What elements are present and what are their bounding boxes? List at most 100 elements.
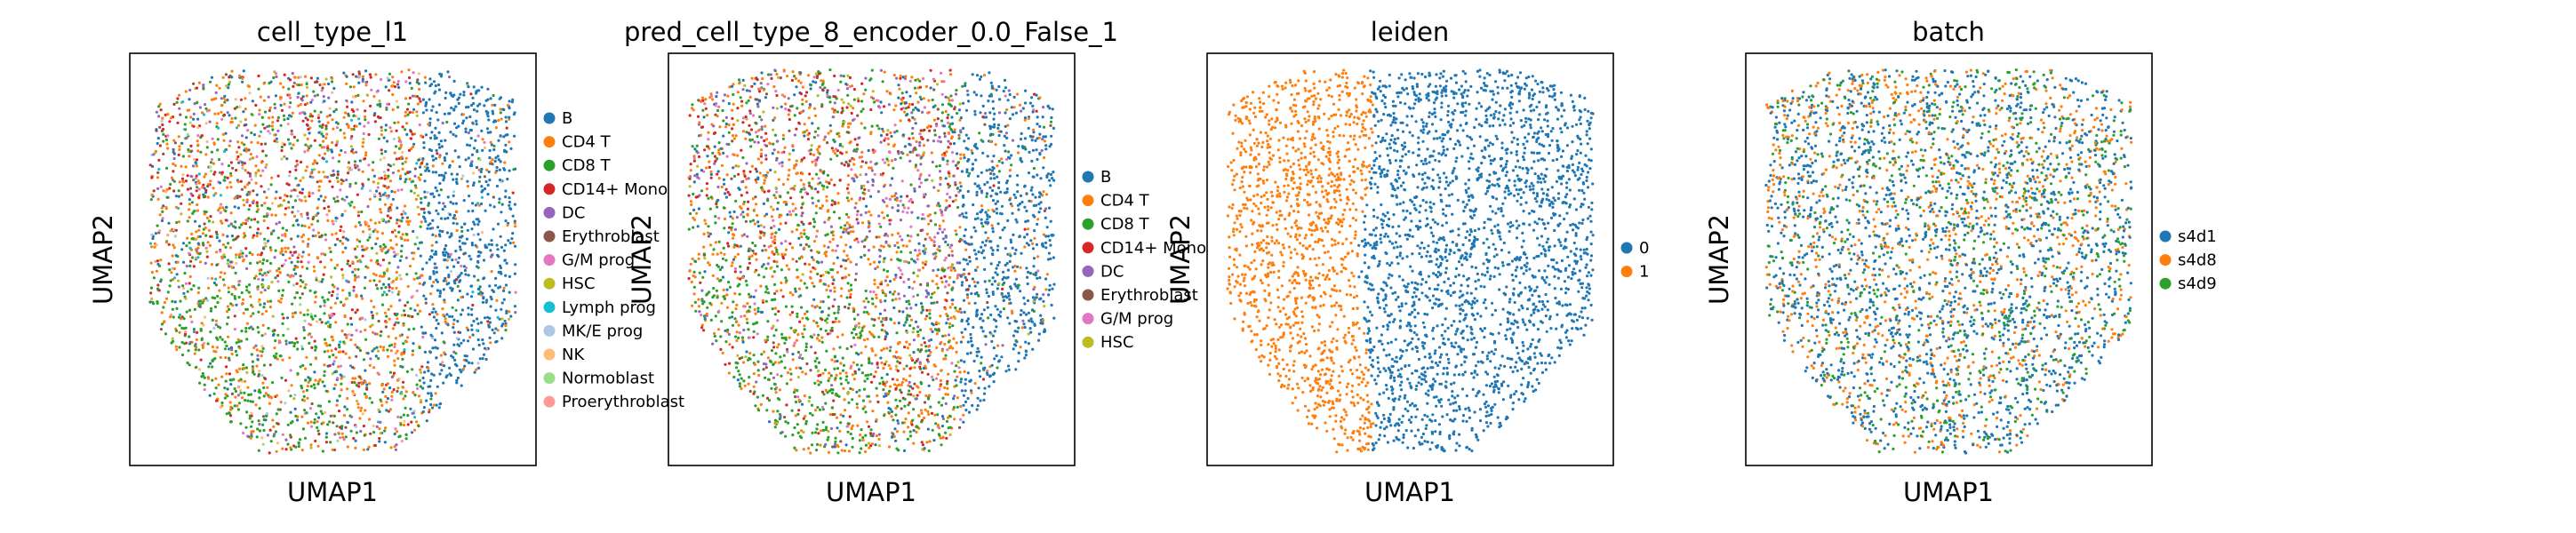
scatter-point bbox=[291, 420, 294, 424]
scatter-point bbox=[230, 352, 234, 356]
scatter-point bbox=[477, 292, 481, 296]
scatter-point bbox=[481, 291, 484, 295]
scatter-point bbox=[811, 196, 814, 200]
scatter-point bbox=[150, 176, 154, 179]
scatter-point bbox=[830, 391, 835, 394]
scatter-point bbox=[791, 434, 795, 437]
scatter-point bbox=[498, 317, 501, 321]
scatter-point bbox=[212, 162, 215, 165]
scatter-point bbox=[320, 146, 324, 149]
scatter-point bbox=[460, 313, 463, 316]
scatter-point bbox=[794, 287, 797, 290]
scatter-point bbox=[240, 134, 244, 138]
scatter-point bbox=[204, 153, 208, 156]
scatter-point bbox=[437, 131, 441, 134]
scatter-point bbox=[468, 144, 472, 147]
scatter-point bbox=[461, 367, 466, 370]
scatter-point bbox=[332, 86, 336, 91]
scatter-point bbox=[242, 221, 245, 225]
scatter-point bbox=[1025, 209, 1028, 213]
scatter-point bbox=[1011, 246, 1014, 250]
scatter-point bbox=[817, 177, 820, 180]
scatter-point bbox=[378, 177, 381, 180]
scatter-point bbox=[491, 103, 494, 107]
scatter-point bbox=[191, 164, 196, 168]
scatter-point bbox=[784, 305, 788, 308]
scatter-point bbox=[449, 201, 452, 204]
scatter-point bbox=[152, 189, 156, 193]
scatter-point bbox=[229, 171, 233, 175]
scatter-point bbox=[225, 84, 228, 88]
scatter-point bbox=[380, 218, 384, 221]
scatter-point bbox=[946, 379, 949, 383]
scatter-point bbox=[436, 152, 439, 155]
scatter-point bbox=[324, 389, 328, 393]
scatter-point bbox=[256, 253, 260, 257]
scatter-point bbox=[261, 346, 265, 350]
scatter-point bbox=[769, 73, 772, 76]
scatter-point bbox=[914, 106, 917, 109]
scatter-point bbox=[157, 105, 161, 108]
scatter-point bbox=[687, 227, 691, 231]
scatter-point bbox=[780, 105, 783, 108]
scatter-point bbox=[316, 404, 320, 408]
scatter-point bbox=[400, 70, 404, 74]
scatter-point bbox=[219, 275, 222, 279]
scatter-point bbox=[908, 430, 912, 434]
scatter-point bbox=[920, 441, 924, 444]
scatter-point bbox=[406, 414, 410, 418]
scatter-point bbox=[293, 341, 297, 346]
scatter-point bbox=[413, 174, 417, 178]
scatter-point bbox=[486, 131, 490, 134]
scatter-point bbox=[433, 338, 437, 342]
scatter-point bbox=[261, 283, 265, 287]
scatter-point bbox=[222, 179, 226, 182]
scatter-point bbox=[180, 164, 183, 168]
scatter-point bbox=[441, 162, 444, 165]
scatter-point bbox=[312, 90, 316, 93]
scatter-point bbox=[418, 346, 421, 350]
scatter-point bbox=[331, 76, 334, 80]
scatter-point bbox=[772, 128, 775, 131]
scatter-point bbox=[953, 370, 956, 373]
scatter-point bbox=[508, 310, 511, 314]
scatter-point bbox=[481, 300, 485, 304]
scatter-point bbox=[301, 95, 305, 99]
scatter-point bbox=[341, 350, 345, 354]
scatter-point bbox=[460, 308, 465, 312]
scatter-point bbox=[772, 282, 777, 286]
scatter-point bbox=[396, 83, 400, 86]
scatter-point bbox=[152, 153, 156, 156]
scatter-point bbox=[472, 183, 476, 187]
scatter-point bbox=[256, 326, 260, 330]
scatter-point bbox=[819, 327, 823, 331]
scatter-point bbox=[251, 99, 254, 103]
scatter-point bbox=[322, 421, 325, 425]
scatter-point bbox=[309, 100, 313, 104]
scatter-point bbox=[419, 254, 422, 258]
scatter-point bbox=[421, 335, 425, 339]
scatter-point bbox=[279, 401, 283, 404]
scatter-point bbox=[413, 167, 417, 171]
scatter-point bbox=[313, 109, 316, 113]
scatter-point bbox=[1003, 134, 1006, 138]
scatter-point bbox=[308, 289, 312, 292]
legend-marker bbox=[543, 324, 556, 337]
scatter-point bbox=[413, 243, 417, 246]
scatter-point bbox=[171, 254, 174, 258]
scatter-point bbox=[360, 382, 364, 386]
scatter-point bbox=[437, 173, 441, 177]
scatter-point bbox=[180, 193, 184, 196]
scatter-point bbox=[271, 333, 276, 337]
scatter-point bbox=[832, 278, 836, 282]
scatter-point bbox=[291, 312, 295, 315]
scatter-point bbox=[974, 158, 978, 162]
scatter-point bbox=[332, 110, 336, 114]
scatter-point bbox=[697, 155, 701, 159]
scatter-point bbox=[184, 282, 188, 285]
scatter-point bbox=[355, 115, 358, 118]
scatter-point bbox=[296, 266, 300, 269]
scatter-point bbox=[377, 319, 380, 323]
scatter-point bbox=[785, 264, 788, 267]
scatter-point bbox=[748, 219, 753, 223]
